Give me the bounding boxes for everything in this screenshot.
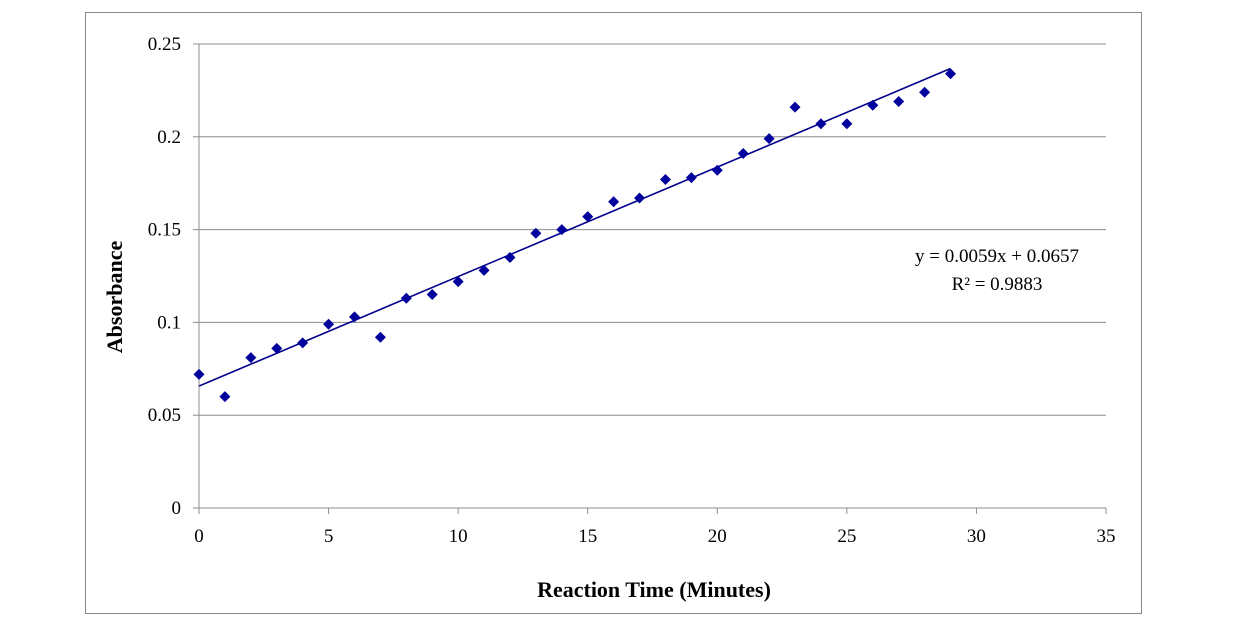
y-tick-label: 0.15 <box>148 220 181 241</box>
data-point <box>893 96 905 108</box>
chart-area <box>85 12 1142 614</box>
data-point <box>271 342 283 354</box>
x-tick-label: 30 <box>967 526 986 547</box>
x-tick-label: 25 <box>837 526 856 547</box>
y-tick-label: 0.25 <box>148 34 181 55</box>
data-point <box>245 352 257 364</box>
x-tick-label: 5 <box>324 526 334 547</box>
x-tick-label: 15 <box>578 526 597 547</box>
x-tick-label: 0 <box>194 526 204 547</box>
data-point <box>400 292 412 304</box>
data-point <box>634 192 646 204</box>
trendline-group <box>198 67 951 387</box>
gridlines <box>199 43 1106 416</box>
data-point <box>426 289 438 301</box>
data-point <box>919 86 931 98</box>
data-point <box>737 148 749 160</box>
x-tick-label: 10 <box>449 526 468 547</box>
data-point <box>711 164 723 176</box>
data-point <box>867 99 879 111</box>
trendline-equation: y = 0.0059x + 0.0657 <box>915 246 1079 267</box>
x-tick-label: 35 <box>1097 526 1116 547</box>
data-point <box>504 251 516 263</box>
data-point <box>945 68 957 80</box>
x-axis-title: Reaction Time (Minutes) <box>537 577 771 602</box>
data-point <box>659 173 671 185</box>
y-tick-label: 0.05 <box>148 405 181 426</box>
x-tick-label: 20 <box>708 526 727 547</box>
y-tick-label: 0 <box>172 498 182 519</box>
data-points <box>193 68 957 403</box>
axes <box>193 43 1107 514</box>
data-point <box>763 133 775 145</box>
trendline <box>198 67 951 387</box>
data-point <box>582 211 594 223</box>
data-point <box>608 196 620 208</box>
data-point <box>348 311 360 323</box>
y-axis-title: Absorbance <box>102 241 127 354</box>
data-point <box>452 276 464 288</box>
data-point <box>374 331 386 343</box>
data-point <box>789 101 801 113</box>
data-point <box>478 264 490 276</box>
tick-labels: 0 0.05 0.1 0.15 0.2 0.25 0 5 10 15 20 25 30 35 <box>148 34 1116 547</box>
data-point <box>323 318 335 330</box>
data-point <box>297 337 309 349</box>
data-point <box>219 391 231 403</box>
data-point <box>685 172 697 184</box>
data-point <box>556 224 568 236</box>
y-tick-label: 0.2 <box>157 127 181 148</box>
data-point <box>815 118 827 130</box>
data-point <box>193 368 205 380</box>
data-point <box>841 118 853 130</box>
y-tick-label: 0.1 <box>157 312 181 333</box>
data-point <box>530 227 542 239</box>
r-squared-label: R² = 0.9883 <box>952 274 1043 295</box>
